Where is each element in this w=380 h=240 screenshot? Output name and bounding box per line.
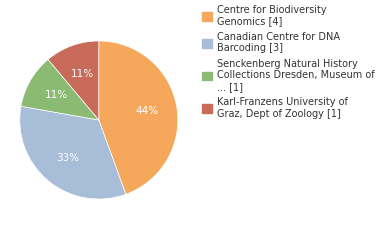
Wedge shape: [20, 106, 126, 199]
Wedge shape: [99, 41, 178, 194]
Wedge shape: [48, 41, 99, 120]
Legend: Centre for Biodiversity
Genomics [4], Canadian Centre for DNA
Barcoding [3], Sen: Centre for Biodiversity Genomics [4], Ca…: [203, 5, 375, 119]
Wedge shape: [21, 60, 99, 120]
Text: 33%: 33%: [56, 153, 79, 162]
Text: 44%: 44%: [136, 107, 158, 116]
Text: 11%: 11%: [45, 90, 68, 101]
Text: 11%: 11%: [70, 69, 93, 79]
